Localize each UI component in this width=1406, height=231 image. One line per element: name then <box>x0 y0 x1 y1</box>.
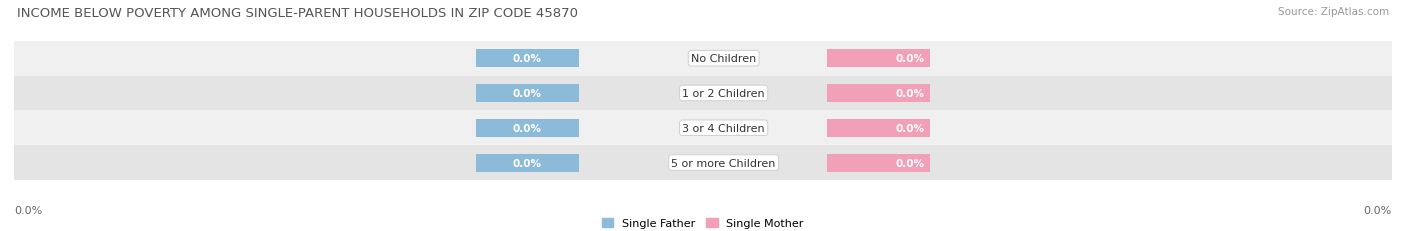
Legend: Single Father, Single Mother: Single Father, Single Mother <box>598 214 808 231</box>
Text: 0.0%: 0.0% <box>896 123 924 133</box>
Bar <box>14 111 1392 146</box>
Text: 0.0%: 0.0% <box>513 54 541 64</box>
Text: 0.0%: 0.0% <box>896 54 924 64</box>
Text: 0.0%: 0.0% <box>513 158 541 168</box>
Text: 0.0%: 0.0% <box>513 88 541 99</box>
Bar <box>827 119 931 137</box>
Bar <box>475 85 579 103</box>
Bar <box>14 76 1392 111</box>
Bar <box>475 50 579 68</box>
Text: 3 or 4 Children: 3 or 4 Children <box>682 123 765 133</box>
Bar <box>827 154 931 172</box>
Text: 5 or more Children: 5 or more Children <box>672 158 776 168</box>
Text: 1 or 2 Children: 1 or 2 Children <box>682 88 765 99</box>
Bar <box>14 146 1392 180</box>
Text: 0.0%: 0.0% <box>14 205 42 215</box>
Text: 0.0%: 0.0% <box>1364 205 1392 215</box>
Text: INCOME BELOW POVERTY AMONG SINGLE-PARENT HOUSEHOLDS IN ZIP CODE 45870: INCOME BELOW POVERTY AMONG SINGLE-PARENT… <box>17 7 578 20</box>
Bar <box>14 42 1392 76</box>
Bar <box>827 85 931 103</box>
Text: Source: ZipAtlas.com: Source: ZipAtlas.com <box>1278 7 1389 17</box>
Text: 0.0%: 0.0% <box>896 158 924 168</box>
Bar <box>475 154 579 172</box>
Bar <box>827 50 931 68</box>
Text: 0.0%: 0.0% <box>513 123 541 133</box>
Text: No Children: No Children <box>690 54 756 64</box>
Text: 0.0%: 0.0% <box>896 88 924 99</box>
Bar <box>475 119 579 137</box>
